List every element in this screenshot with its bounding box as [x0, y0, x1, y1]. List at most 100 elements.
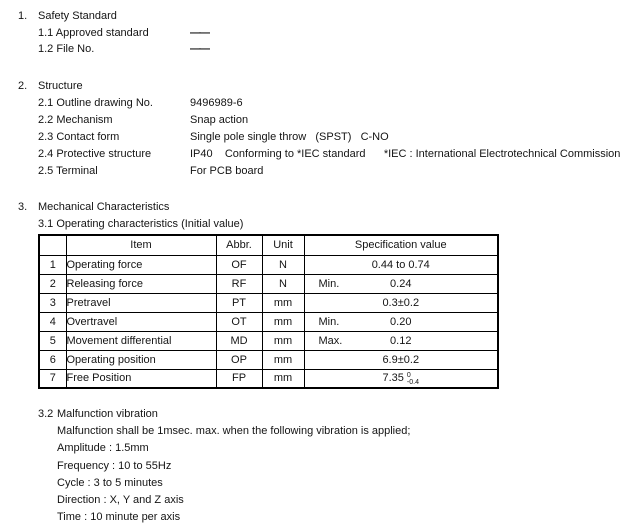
item-value: Single pole single throw (SPST) C-NO [190, 131, 389, 143]
subsection-3-2-number: 3.2 [38, 408, 54, 420]
spec-value: 6.9±0.2 [382, 353, 420, 366]
row-unit: mm [261, 368, 305, 389]
header-item: Item [65, 234, 217, 256]
section-1-number: 1. [18, 10, 28, 22]
row-spec: 0.3±0.2 [303, 292, 499, 313]
row-abbr: OT [215, 311, 263, 332]
table-row: 1 Operating force OF N 0.44 to 0.74 [38, 254, 499, 275]
table-row: 5 Movement differential MD mm Max. 0.12 [38, 330, 499, 351]
table-row: 3 Pretravel PT mm 0.3±0.2 [38, 292, 499, 313]
row-item: Movement differential [65, 330, 217, 351]
tolerance-stack: 0 -0.4 [407, 372, 419, 386]
section-2-heading: 2. Structure [0, 78, 631, 95]
header-unit: Unit [261, 234, 305, 256]
spec-value: 0.3±0.2 [382, 296, 420, 309]
item-label: 2.4 Protective structure [38, 148, 152, 160]
item-file-no: 1.2 File No. —— [0, 41, 631, 57]
row-abbr: OP [215, 349, 263, 370]
spec-qualifier: Min. [318, 277, 340, 290]
item-label: 1.1 Approved standard [38, 27, 149, 39]
tolerance-upper: 0 [406, 372, 411, 380]
row-item: Operating position [65, 349, 217, 370]
item-protective-structure: 2.4 Protective structure IP40 Conforming… [0, 146, 631, 163]
row-spec: Min. 0.20 [303, 311, 499, 332]
row-number: 5 [38, 330, 67, 351]
item-label: 2.1 Outline drawing No. [38, 97, 153, 109]
vibration-time-line: Time : 10 minute per axis [57, 511, 181, 524]
spec-value: 0.12 [390, 334, 412, 347]
item-approved-standard: 1.1 Approved standard —— [0, 25, 631, 41]
subsection-3-2-heading: 3.2 Malfunction vibration [0, 406, 631, 423]
dash-placeholder: —— [190, 27, 210, 39]
section-1-heading: 1. Safety Standard [0, 8, 631, 25]
row-spec: 0.44 to 0.74 [303, 254, 499, 275]
row-abbr: PT [215, 292, 263, 313]
row-unit: mm [261, 292, 305, 313]
spec-qualifier: Min. [318, 315, 340, 328]
table-header-row: Item Abbr. Unit Specification value [38, 234, 499, 256]
tolerance-lower: -0.4 [406, 379, 419, 387]
row-abbr: OF [215, 254, 263, 275]
row-number: 7 [38, 368, 67, 389]
item-label: 2.5 Terminal [38, 165, 98, 177]
subsection-3-1-heading: 3.1 Operating characteristics (Initial v… [38, 218, 244, 230]
row-number: 6 [38, 349, 67, 370]
table-row: 4 Overtravel OT mm Min. 0.20 [38, 311, 499, 332]
row-spec: Max. 0.12 [303, 330, 499, 351]
item-mechanism: 2.2 Mechanism Snap action [0, 112, 631, 129]
row-spec: 6.9±0.2 [303, 349, 499, 370]
item-value: 9496989-6 [190, 97, 243, 109]
spec-value: 7.35 [382, 372, 404, 385]
table-row: 6 Operating position OP mm 6.9±0.2 [38, 349, 499, 370]
item-label: 2.3 Contact form [38, 131, 120, 143]
item-value: For PCB board [190, 165, 264, 177]
subsection-3-2-title: Malfunction vibration [57, 408, 158, 420]
vibration-cycle-line: Cycle : 3 to 5 minutes [57, 476, 163, 489]
row-number: 1 [38, 254, 67, 275]
header-abbr: Abbr. [215, 234, 263, 256]
section-3-heading: 3. Mechanical Characteristics [0, 199, 631, 216]
section-3-number: 3. [18, 201, 28, 213]
section-1-title: Safety Standard [38, 10, 117, 22]
item-outline-drawing-no: 2.1 Outline drawing No. 9496989-6 [0, 95, 631, 112]
row-abbr: RF [215, 273, 263, 294]
item-label: 2.2 Mechanism [38, 114, 113, 126]
row-item: Overtravel [65, 311, 217, 332]
spec-qualifier: Max. [318, 334, 343, 347]
item-label: 1.2 File No. [38, 43, 95, 55]
row-unit: N [261, 254, 305, 275]
item-contact-form: 2.3 Contact form Single pole single thro… [0, 129, 631, 146]
item-value: Snap action [190, 114, 249, 126]
row-item: Operating force [65, 254, 217, 275]
header-blank [38, 234, 67, 256]
table-row: 7 Free Position FP mm 7.35 0 -0.4 [38, 368, 499, 389]
row-abbr: MD [215, 330, 263, 351]
spec-value: 0.20 [390, 315, 412, 328]
row-item: Free Position [65, 368, 217, 389]
spec-value: 0.44 to 0.74 [371, 258, 430, 271]
section-2-number: 2. [18, 80, 28, 92]
row-abbr: FP [215, 368, 263, 389]
subsection-malfunction-vibration: 3.2 Malfunction vibration Malfunction sha… [0, 406, 631, 527]
item-terminal: 2.5 Terminal For PCB board [0, 163, 631, 180]
item-value: IP40 Conforming to *IEC standard *IEC : … [190, 148, 621, 160]
section-safety-standard: 1. Safety Standard 1.1 Approved standard … [0, 8, 631, 57]
vibration-direction-line: Direction : X, Y and Z axis [57, 494, 184, 507]
table-row: 2 Releasing force RF N Min. 0.24 [38, 273, 499, 294]
row-unit: mm [261, 330, 305, 351]
row-item: Pretravel [65, 292, 217, 313]
row-item: Releasing force [65, 273, 217, 294]
row-unit: N [261, 273, 305, 294]
row-number: 2 [38, 273, 67, 294]
row-number: 3 [38, 292, 67, 313]
section-mechanical-characteristics: 3. Mechanical Characteristics 3.1 Operati… [0, 199, 631, 527]
row-unit: mm [261, 311, 305, 332]
row-spec: 7.35 0 -0.4 [303, 368, 499, 389]
spec-value: 0.24 [390, 277, 412, 290]
vibration-frequency-line: Frequency : 10 to 55Hz [57, 459, 172, 472]
row-unit: mm [261, 349, 305, 370]
vibration-amplitude-line: Amplitude : 1.5mm [57, 442, 149, 455]
section-structure: 2. Structure 2.1 Outline drawing No. 9496… [0, 78, 631, 180]
section-3-title: Mechanical Characteristics [38, 201, 170, 213]
